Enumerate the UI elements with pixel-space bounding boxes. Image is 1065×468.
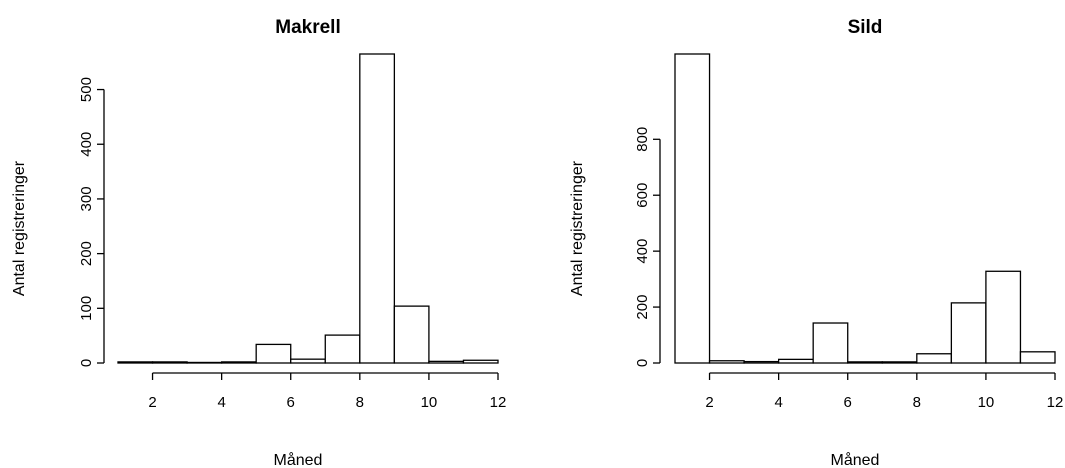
y-tick-label: 200 bbox=[78, 241, 95, 266]
histogram-bar bbox=[428, 360, 465, 364]
histogram-bar bbox=[777, 358, 814, 364]
histogram-bar bbox=[359, 53, 396, 364]
x-axis-label: Måned bbox=[831, 451, 880, 468]
x-tick-label: 8 bbox=[356, 394, 364, 411]
y-axis-label: Antal registreringer bbox=[11, 160, 28, 296]
histogram-bar bbox=[708, 360, 745, 364]
x-tick-label: 6 bbox=[287, 394, 295, 411]
chart-title: Sild bbox=[848, 17, 883, 38]
histogram-bar bbox=[290, 358, 326, 364]
y-tick-label: 500 bbox=[78, 77, 95, 102]
x-axis-label: Måned bbox=[274, 451, 323, 468]
x-tick-label: 4 bbox=[774, 394, 782, 411]
histogram-bar bbox=[1019, 351, 1056, 364]
y-tick-label: 0 bbox=[78, 359, 95, 367]
histogram-bar bbox=[985, 270, 1022, 364]
histogram-bar bbox=[117, 361, 154, 364]
y-tick-label: 400 bbox=[634, 239, 651, 264]
histogram-bar bbox=[674, 53, 711, 364]
histogram-bar bbox=[393, 305, 430, 364]
histogram-bar bbox=[255, 343, 292, 364]
y-tick-label: 0 bbox=[634, 359, 651, 367]
histogram-bar bbox=[151, 361, 188, 364]
histogram-bar bbox=[812, 322, 849, 364]
x-tick-label: 10 bbox=[978, 394, 995, 411]
histogram-bar bbox=[186, 361, 223, 364]
y-tick-label: 100 bbox=[78, 296, 95, 321]
x-tick-label: 10 bbox=[421, 394, 438, 411]
histogram-bar bbox=[950, 302, 987, 364]
y-tick-label: 200 bbox=[634, 295, 651, 320]
histogram-bar bbox=[220, 361, 257, 364]
x-tick-label: 12 bbox=[490, 394, 507, 411]
histogram-bar bbox=[881, 361, 918, 364]
y-tick-label: 400 bbox=[78, 132, 95, 157]
chart-title: Makrell bbox=[275, 17, 340, 38]
y-tick-label: 300 bbox=[78, 186, 95, 211]
histogram-bar bbox=[462, 359, 499, 364]
y-tick-label: 800 bbox=[634, 127, 651, 152]
histogram-bar bbox=[916, 353, 953, 364]
x-tick-label: 12 bbox=[1047, 394, 1064, 411]
x-tick-label: 2 bbox=[148, 394, 156, 411]
histogram-bar bbox=[324, 334, 361, 364]
y-axis-label: Antal registreringer bbox=[569, 160, 586, 296]
histogram-bar bbox=[847, 361, 883, 364]
x-tick-label: 2 bbox=[705, 394, 713, 411]
x-tick-label: 4 bbox=[217, 394, 225, 411]
y-tick-label: 600 bbox=[634, 183, 651, 208]
x-tick-label: 6 bbox=[844, 394, 852, 411]
histogram-bar bbox=[743, 360, 780, 364]
x-tick-label: 8 bbox=[913, 394, 921, 411]
